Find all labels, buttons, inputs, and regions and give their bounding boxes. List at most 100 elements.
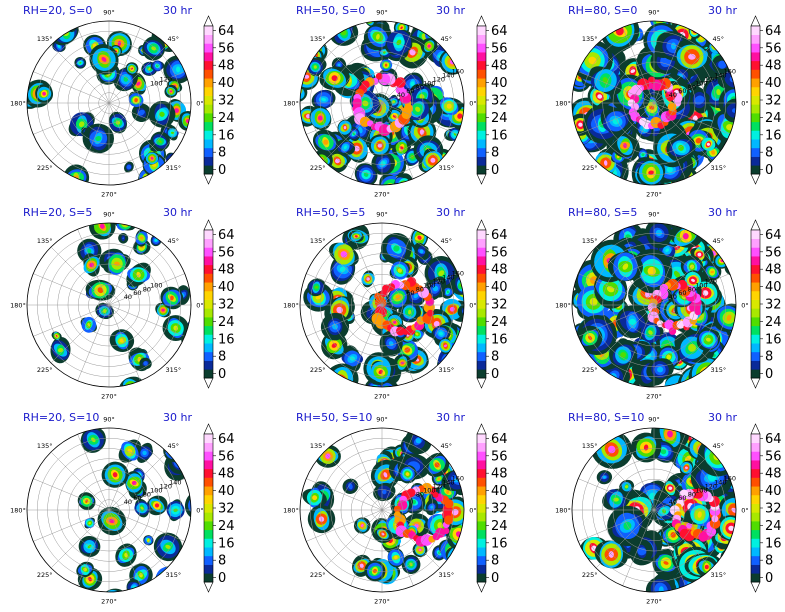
precip-cell bbox=[354, 235, 358, 238]
colorbar-segment bbox=[751, 334, 760, 344]
colorbar: 0 8 16 24 32 40 48 56 64 bbox=[476, 423, 508, 593]
angle-label: 315° bbox=[710, 164, 726, 172]
colorbar-segment bbox=[204, 139, 213, 149]
precip-cell bbox=[118, 376, 146, 387]
colorbar-tick-label: 64 bbox=[765, 228, 782, 243]
precip-cell bbox=[396, 39, 402, 46]
precip-cell bbox=[101, 56, 107, 62]
precip-cell bbox=[678, 144, 684, 151]
colorbar-segment bbox=[204, 52, 213, 62]
precip-cell bbox=[735, 492, 736, 498]
angle-label: 90° bbox=[648, 416, 660, 424]
panel-time-label: 30 hr bbox=[436, 206, 465, 219]
colorbar-segment bbox=[204, 264, 213, 274]
colorbar-segment bbox=[751, 264, 760, 274]
colorbar-segment bbox=[204, 230, 213, 240]
radius-label: 100 bbox=[695, 486, 707, 494]
precip-cell bbox=[360, 524, 364, 527]
colorbar-segment bbox=[204, 369, 213, 379]
radius-label: 60 bbox=[678, 87, 686, 95]
colorbar-segment bbox=[204, 273, 213, 283]
colorbar-segment bbox=[477, 360, 486, 370]
precip-cell bbox=[707, 236, 711, 240]
colorbar-tick-label: 16 bbox=[218, 128, 235, 143]
colorbar-tick-label: 64 bbox=[491, 432, 508, 447]
precip-cell bbox=[743, 535, 750, 542]
colorbar-segment bbox=[751, 477, 760, 487]
colorbar-segment bbox=[204, 60, 213, 70]
panel-6: 0°45°90°135°180°225°270°315°40 60 80 100120… bbox=[555, 206, 782, 401]
precip-cell bbox=[191, 337, 197, 343]
angle-label: 180° bbox=[10, 507, 26, 515]
radius-label: 80 bbox=[688, 83, 696, 91]
precip-cell bbox=[630, 69, 636, 74]
angle-label: 45° bbox=[713, 35, 725, 43]
precip-cell bbox=[176, 66, 181, 73]
precip-cell bbox=[697, 252, 702, 257]
polar-frame bbox=[299, 20, 465, 186]
colorbar-segment bbox=[477, 468, 486, 478]
colorbar-extend-bottom bbox=[203, 173, 214, 185]
angle-label: 0° bbox=[741, 507, 748, 515]
precip-cell bbox=[124, 552, 128, 558]
angle-label: 180° bbox=[283, 100, 299, 108]
colorbar-segment bbox=[204, 451, 213, 461]
precip-cell bbox=[340, 251, 348, 258]
precip-cell bbox=[624, 485, 629, 489]
angle-label: 90° bbox=[103, 416, 115, 424]
precip-cell bbox=[368, 21, 372, 22]
precip-cell bbox=[724, 456, 736, 467]
angle-label: 90° bbox=[103, 9, 115, 17]
colorbar-segment bbox=[477, 555, 486, 565]
colorbar-segment bbox=[477, 434, 486, 444]
precip-cell bbox=[698, 375, 716, 387]
angle-label: 315° bbox=[438, 571, 454, 579]
angle-label: 0° bbox=[469, 100, 476, 108]
angle-label: 315° bbox=[165, 366, 181, 374]
colorbar-tick-label: 8 bbox=[218, 350, 226, 365]
angle-label: 270° bbox=[101, 191, 117, 199]
precip-cell bbox=[674, 592, 679, 599]
precip-cell bbox=[150, 156, 154, 160]
colorbar-tick-label: 0 bbox=[765, 163, 773, 178]
precip-cell bbox=[156, 64, 159, 68]
colorbar-segment bbox=[477, 113, 486, 123]
precip-cell bbox=[410, 384, 426, 387]
precip-cell bbox=[403, 104, 414, 114]
precip-cell bbox=[648, 170, 654, 175]
angle-label: 0° bbox=[741, 302, 748, 310]
precip-cell bbox=[154, 239, 158, 242]
colorbar-tick-label: 0 bbox=[218, 571, 226, 586]
precip-cell bbox=[69, 25, 74, 29]
precip-cell bbox=[313, 65, 317, 69]
precip-cell bbox=[437, 522, 443, 529]
angle-label: 45° bbox=[168, 237, 180, 245]
precip-cell bbox=[409, 49, 416, 56]
precip-cell bbox=[603, 160, 608, 166]
angle-label: 225° bbox=[37, 366, 53, 374]
precip-cell bbox=[731, 257, 736, 273]
colorbar-extend-top bbox=[203, 219, 214, 231]
precip-cell bbox=[734, 267, 736, 272]
precip-cell bbox=[95, 135, 102, 142]
precip-cell bbox=[438, 270, 445, 277]
panel-time-label: 30 hr bbox=[436, 411, 465, 424]
colorbar-segment bbox=[477, 139, 486, 149]
colorbar-segment bbox=[477, 512, 486, 522]
panel-8: 0°45°90°135°180°225°270°315°80 1001201401… bbox=[283, 411, 508, 606]
precip-cell bbox=[704, 564, 709, 570]
precip-cell bbox=[660, 448, 667, 455]
precip-cell bbox=[729, 459, 734, 464]
colorbar-segment bbox=[204, 521, 213, 531]
precip-cell bbox=[87, 248, 92, 254]
panel-4: 0°45°90°135°180°225°270°315°40 60 80 100RH=… bbox=[10, 206, 234, 401]
precip-cell bbox=[430, 505, 434, 509]
precip-cell bbox=[694, 309, 701, 316]
colorbar-segment bbox=[751, 468, 760, 478]
precip-cell bbox=[339, 266, 346, 273]
colorbar-segment bbox=[204, 512, 213, 522]
precip-cell bbox=[456, 554, 462, 561]
precip-cell bbox=[679, 594, 690, 605]
colorbar-extend-bottom bbox=[476, 377, 487, 389]
precip-cell bbox=[414, 387, 421, 394]
